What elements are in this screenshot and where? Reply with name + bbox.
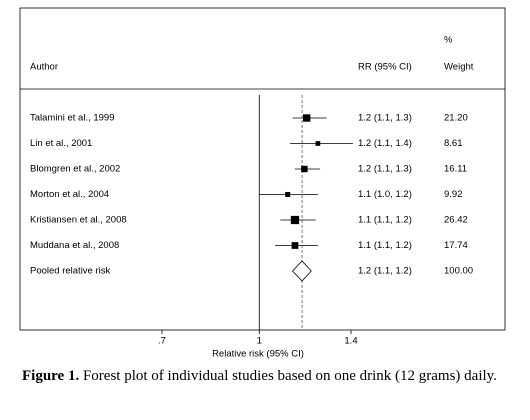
rr-label: 1.2 (1.1, 1.3) [358,113,412,124]
chart: % Author RR (95% CI) Weight Relative ris… [19,7,506,360]
rr-label: 1.1 (1.1, 1.2) [358,240,412,251]
pooled-diamond [292,260,312,282]
rr-label: 1.2 (1.1, 1.4) [358,138,412,149]
caption-text: Forest plot of individual studies based … [82,368,497,384]
weight-label: 9.92 [444,189,463,200]
pooled-rr-label: 1.2 (1.1, 1.2) [358,266,412,277]
header-weight: Weight [444,62,474,73]
study-name: Morton et al., 2004 [30,189,109,200]
weight-label: 16.11 [444,164,467,175]
x-tick-label: .7 [158,336,166,347]
plot-frame [19,7,506,331]
weight-label: 8.61 [444,138,463,149]
weight-label: 17.74 [444,240,468,251]
pooled-name: Pooled relative risk [30,266,111,277]
rr-label: 1.1 (1.0, 1.2) [358,189,412,200]
rr-label: 1.1 (1.1, 1.2) [358,215,412,226]
estimate-square [290,215,300,225]
weight-label: 26.42 [444,215,468,226]
header-rr: RR (95% CI) [358,62,412,73]
rr-label: 1.2 (1.1, 1.3) [358,164,412,175]
pooled-weight-label: 100.00 [444,266,473,277]
header-weight-top: % [444,35,453,46]
x-axis-label: Relative risk (95% CI) [212,349,304,360]
study-name: Blomgren et al., 2002 [30,164,120,175]
caption: Figure 1. Forest plot of individual stud… [22,366,512,387]
estimate-square [285,191,291,198]
estimate-square [315,141,321,146]
study-name: Kristiansen et al., 2008 [30,215,127,226]
study-name: Muddana et al., 2008 [30,240,119,251]
caption-label: Figure 1. [22,368,80,384]
header-author: Author [30,62,58,73]
study-name: Talamini et al., 1999 [30,113,115,124]
estimate-square [303,114,311,122]
estimate-square [291,242,299,249]
estimate-square [301,165,308,173]
x-tick-label: 1.4 [344,336,357,347]
x-tick-label: 1 [257,336,262,347]
study-name: Lin et al., 2001 [30,138,92,149]
weight-label: 21.20 [444,113,468,124]
